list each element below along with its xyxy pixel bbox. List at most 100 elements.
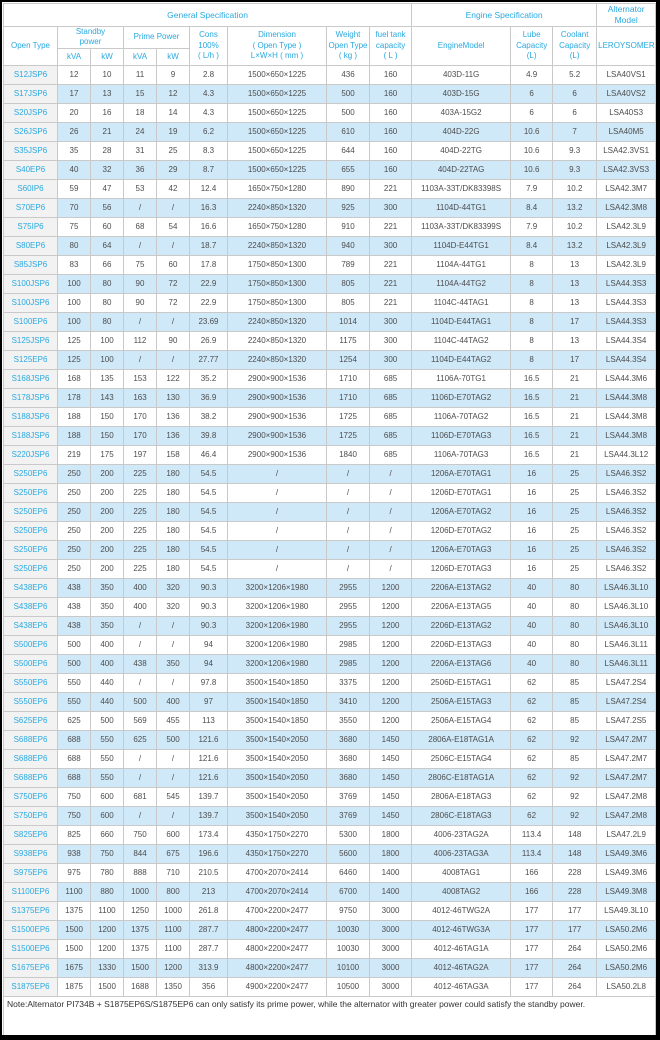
- data-cell: 1650×750×1280: [227, 216, 327, 237]
- data-cell: 250: [57, 501, 91, 522]
- table-row: S1875EP6 1875 1500 1688 1350 356 4900×2200×247…: [3, 976, 656, 997]
- data-cell: 1100: [90, 900, 124, 921]
- model-link[interactable]: S438EP6: [3, 577, 58, 598]
- data-cell: 221: [368, 254, 413, 275]
- model-link[interactable]: S688EP6: [3, 748, 58, 769]
- model-link[interactable]: S938EP6: [3, 843, 58, 864]
- model-link[interactable]: S625EP6: [3, 710, 58, 731]
- data-cell: 12.4: [189, 178, 228, 199]
- group-header-general-specification: General Specification: [2, 2, 413, 28]
- data-cell: 4.9: [510, 64, 554, 85]
- data-cell: 90: [123, 273, 157, 294]
- model-link[interactable]: S17JSP6: [3, 83, 58, 104]
- model-link[interactable]: S750EP6: [3, 805, 58, 826]
- model-link[interactable]: S250EP6: [3, 539, 58, 560]
- data-cell: LSA46.3S2: [596, 501, 656, 522]
- model-link[interactable]: S500EP6: [3, 653, 58, 674]
- model-link[interactable]: S825EP6: [3, 824, 58, 845]
- data-cell: 3550: [326, 710, 370, 731]
- data-cell: LSA47.2S4: [596, 672, 656, 693]
- model-link[interactable]: S250EP6: [3, 558, 58, 579]
- model-link[interactable]: S1500EP6: [3, 919, 58, 940]
- data-cell: 36: [123, 159, 157, 180]
- model-link[interactable]: S26JSP6: [3, 121, 58, 142]
- model-link[interactable]: S70EP6: [3, 197, 58, 218]
- data-cell: 225: [123, 501, 157, 522]
- data-cell: /: [326, 520, 370, 541]
- model-link[interactable]: S220JSP6: [3, 444, 58, 465]
- model-link[interactable]: S188JSP6: [3, 425, 58, 446]
- model-link[interactable]: S125JSP6: [3, 330, 58, 351]
- data-cell: 1200: [368, 577, 413, 598]
- model-link[interactable]: S178JSP6: [3, 387, 58, 408]
- data-cell: LSA47.2M7: [596, 748, 656, 769]
- model-link[interactable]: S975EP6: [3, 862, 58, 883]
- data-cell: 180: [156, 558, 190, 579]
- model-link[interactable]: S750EP6: [3, 786, 58, 807]
- table-row: S500EP6 500 400//94 3200×1206×1980 2985 1200 2…: [3, 634, 656, 655]
- table-row: S975EP6 975 780 888 710 210.5 4700×2070×2414 64…: [3, 862, 656, 883]
- data-cell: 805: [326, 292, 370, 313]
- data-cell: 550: [57, 691, 91, 712]
- model-link[interactable]: S35JSP6: [3, 140, 58, 161]
- model-link[interactable]: S688EP6: [3, 767, 58, 788]
- model-link[interactable]: S250EP6: [3, 501, 58, 522]
- model-link[interactable]: S168JSP6: [3, 368, 58, 389]
- model-link[interactable]: S438EP6: [3, 615, 58, 636]
- data-cell: 1104D-44TG1: [411, 197, 512, 218]
- data-cell: 1500: [57, 919, 91, 940]
- model-link[interactable]: S80EP6: [3, 235, 58, 256]
- data-cell: 4008TAG1: [411, 862, 512, 883]
- data-cell: 225: [123, 482, 157, 503]
- col-header-cons: Cons 100% ( L/h ): [189, 26, 228, 66]
- model-link[interactable]: S500EP6: [3, 634, 58, 655]
- data-cell: 403D-15G: [411, 83, 512, 104]
- table-row: S12JSP6 12 10 11 9 2.8 1500×650×1225 436 160 403D…: [3, 64, 656, 85]
- model-link[interactable]: S60IP6: [3, 178, 58, 199]
- model-link[interactable]: S75IP6: [3, 216, 58, 237]
- model-link[interactable]: S1500EP6: [3, 938, 58, 959]
- model-link[interactable]: S250EP6: [3, 482, 58, 503]
- model-link[interactable]: S20JSP6: [3, 102, 58, 123]
- data-cell: 166: [510, 881, 554, 902]
- model-link[interactable]: S550EP6: [3, 672, 58, 693]
- model-link[interactable]: S250EP6: [3, 520, 58, 541]
- model-link[interactable]: S188JSP6: [3, 406, 58, 427]
- data-cell: 1725: [326, 425, 370, 446]
- data-cell: 436: [326, 64, 370, 85]
- model-link[interactable]: S1375EP6: [3, 900, 58, 921]
- data-cell: 3500×1540×2050: [227, 729, 327, 750]
- model-link[interactable]: S100JSP6: [3, 292, 58, 313]
- data-cell: LSA40VS2: [596, 83, 656, 104]
- data-cell: 16.3: [189, 197, 228, 218]
- data-cell: 16: [510, 463, 554, 484]
- model-link[interactable]: S100EP6: [3, 311, 58, 332]
- model-link[interactable]: S550EP6: [3, 691, 58, 712]
- data-cell: 2240×850×1320: [227, 330, 327, 351]
- data-cell: /: [326, 558, 370, 579]
- model-link[interactable]: S100JSP6: [3, 273, 58, 294]
- model-link[interactable]: S85JSP6: [3, 254, 58, 275]
- data-cell: 59: [57, 178, 91, 199]
- data-cell: 130: [156, 387, 190, 408]
- data-cell: LSA46.3S2: [596, 539, 656, 560]
- model-link[interactable]: S250EP6: [3, 463, 58, 484]
- model-link[interactable]: S125EP6: [3, 349, 58, 370]
- data-cell: 438: [123, 653, 157, 674]
- model-link[interactable]: S688EP6: [3, 729, 58, 750]
- data-cell: 5600: [326, 843, 370, 864]
- model-link[interactable]: S438EP6: [3, 596, 58, 617]
- model-link[interactable]: S40EP6: [3, 159, 58, 180]
- data-cell: 175: [90, 444, 124, 465]
- data-cell: LSA47.2M7: [596, 767, 656, 788]
- data-cell: 100: [57, 311, 91, 332]
- data-cell: 300: [368, 330, 413, 351]
- model-link[interactable]: S12JSP6: [3, 64, 58, 85]
- model-link[interactable]: S1675EP6: [3, 957, 58, 978]
- data-cell: 2506C-E15TAG4: [411, 748, 512, 769]
- data-cell: 196.6: [189, 843, 228, 864]
- model-link[interactable]: S1100EP6: [3, 881, 58, 902]
- data-cell: LSA42.3M7: [596, 178, 656, 199]
- data-cell: 403D-11G: [411, 64, 512, 85]
- model-link[interactable]: S1875EP6: [3, 976, 58, 997]
